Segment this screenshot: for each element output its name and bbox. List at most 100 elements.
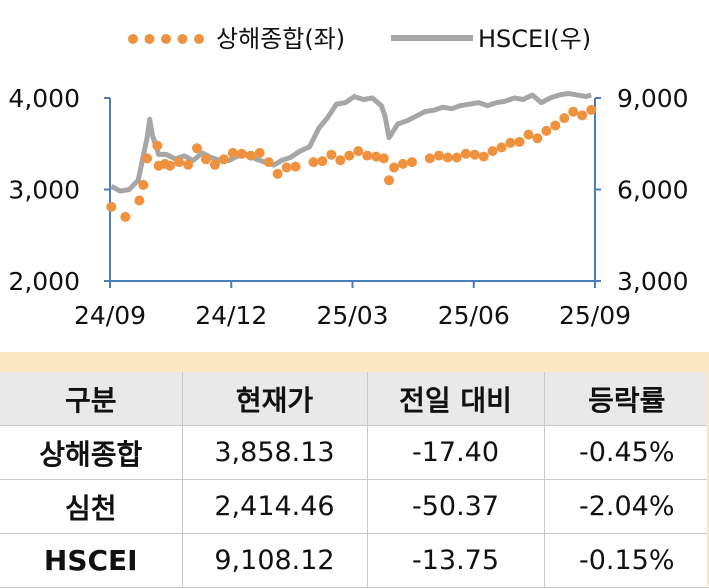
shanghai-point: [586, 104, 597, 115]
shanghai-point: [227, 147, 238, 158]
x-tick-label: 25/09: [559, 301, 631, 330]
shanghai-point: [469, 149, 480, 160]
shanghai-point: [201, 154, 211, 165]
shanghai-point: [559, 113, 570, 124]
shanghai-point: [362, 150, 373, 161]
shanghai-point: [120, 211, 131, 222]
shanghai-point: [541, 125, 552, 136]
section-divider-strip: [0, 352, 709, 372]
shanghai-point: [192, 143, 202, 154]
shanghai-point: [505, 137, 516, 148]
shanghai-point: [568, 106, 579, 117]
x-tick-label: 24/12: [195, 301, 267, 330]
shanghai-point: [407, 157, 417, 168]
shanghai-point: [478, 151, 489, 162]
row-change: -17.40: [367, 425, 545, 480]
shanghai-point: [424, 153, 435, 164]
row-rate: -0.15%: [544, 533, 709, 588]
legend-item-shanghai: 상해종합(좌): [128, 25, 345, 53]
legend-swatch-dot: [128, 34, 138, 44]
header-change: 전일 대비: [367, 372, 545, 426]
left-axis-ticks: 2,000 3,000 4,000: [8, 84, 110, 296]
shanghai-point: [398, 158, 408, 169]
index-chart: 상해종합(좌) HSCEI(우) 2,000 3,000 4,000 3,000 6,…: [8, 25, 689, 330]
row-price: 2,414.46: [182, 479, 368, 534]
series-hscei: [110, 90, 592, 194]
header-category: 구분: [0, 372, 183, 426]
shanghai-point: [433, 150, 444, 161]
legend-swatch-dot: [177, 34, 188, 44]
legend-label-hscei: HSCEI(우): [478, 25, 591, 53]
x-tick-label: 25/06: [438, 301, 510, 330]
row-name: HSCEI: [0, 533, 183, 588]
row-rate: -0.45%: [544, 425, 709, 480]
shanghai-point: [317, 156, 328, 167]
right-edge-strip: [707, 352, 709, 586]
legend-swatch-dot: [194, 34, 204, 44]
hscei-line: [110, 90, 592, 194]
row-rate: -2.04%: [544, 479, 709, 534]
row-name: 심천: [0, 479, 183, 534]
row-price: 9,108.12: [182, 533, 368, 588]
shanghai-point: [344, 150, 355, 161]
x-axis-ticks: 24/09 24/12 25/03 25/06 25/09: [74, 281, 631, 330]
table-row: 심천 2,414.46 -50.37 -2.04%: [0, 479, 709, 534]
legend-swatch-dot: [144, 34, 155, 44]
header-price: 현재가: [182, 372, 368, 426]
table-row: HSCEI 9,108.12 -13.75 -0.15%: [0, 533, 709, 588]
shanghai-point: [371, 151, 382, 162]
row-change: -50.37: [367, 479, 545, 534]
shanghai-point: [236, 148, 247, 159]
left-tick-label: 4,000: [8, 84, 80, 113]
shanghai-point: [308, 157, 319, 168]
shanghai-point: [245, 150, 256, 161]
left-tick-label: 3,000: [8, 176, 80, 205]
shanghai-point: [384, 175, 394, 186]
right-axis-ticks: 3,000 6,000 9,000: [595, 84, 689, 296]
shanghai-point: [451, 152, 462, 163]
row-price: 3,858.13: [182, 425, 368, 480]
shanghai-point: [218, 154, 229, 165]
table-row: 상해종합 3,858.13 -17.40 -0.45%: [0, 425, 709, 480]
shanghai-point: [460, 148, 471, 159]
shanghai-point: [263, 157, 274, 168]
right-tick-label: 9,000: [617, 84, 689, 113]
legend-label-shanghai: 상해종합(좌): [216, 25, 345, 53]
chart-axes: [109, 98, 596, 282]
row-name: 상해종합: [0, 425, 183, 480]
shanghai-point: [142, 153, 153, 164]
legend-swatch-dot: [161, 34, 171, 44]
shanghai-point: [577, 110, 588, 121]
shanghai-point: [290, 161, 301, 172]
shanghai-point: [152, 140, 163, 151]
table-header-row: 구분 현재가 전일 대비 등락률: [0, 372, 709, 426]
shanghai-point: [514, 136, 525, 147]
header-rate: 등락률: [544, 372, 709, 426]
shanghai-point: [550, 120, 561, 131]
shanghai-point: [134, 195, 145, 206]
shanghai-point: [165, 160, 176, 171]
shanghai-point: [496, 142, 507, 153]
shanghai-point: [523, 129, 534, 140]
right-tick-label: 6,000: [617, 176, 689, 205]
chart-legend: 상해종합(좌) HSCEI(우): [128, 25, 591, 53]
legend-item-hscei: HSCEI(우): [391, 25, 591, 53]
x-tick-label: 24/09: [74, 301, 146, 330]
shanghai-point: [335, 155, 346, 166]
x-tick-label: 25/03: [316, 301, 388, 330]
shanghai-point: [281, 162, 292, 173]
shanghai-point: [326, 149, 337, 160]
series-shanghai: [106, 104, 597, 222]
shanghai-point: [174, 157, 185, 168]
right-tick-label: 3,000: [617, 267, 689, 296]
shanghai-point: [378, 153, 389, 164]
left-tick-label: 2,000: [8, 267, 80, 296]
shanghai-point: [487, 146, 498, 157]
shanghai-point: [353, 146, 364, 157]
shanghai-point: [209, 159, 220, 170]
shanghai-point: [106, 201, 117, 212]
row-change: -13.75: [367, 533, 545, 588]
shanghai-point: [183, 159, 194, 170]
shanghai-point: [442, 152, 453, 163]
shanghai-point: [532, 133, 543, 144]
